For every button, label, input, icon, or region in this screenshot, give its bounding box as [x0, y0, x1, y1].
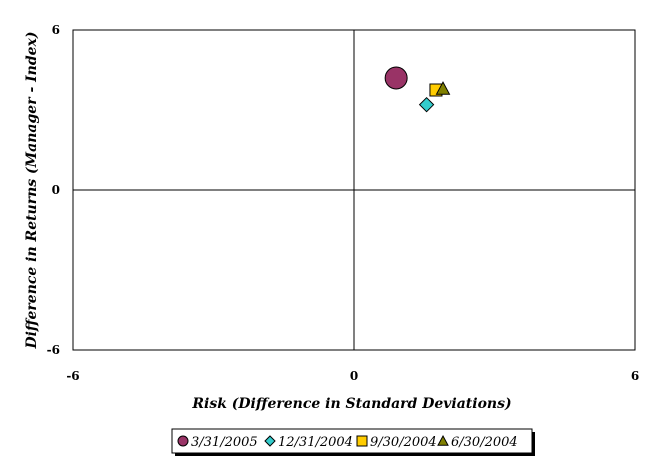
data-point-diamond [418, 96, 435, 113]
legend-marker-circle [177, 435, 189, 447]
x-tick-label-left: -6 [66, 369, 79, 383]
legend-label: 12/31/2004 [278, 435, 353, 450]
data-point-triangle [435, 81, 451, 95]
y-tick-label-top: 6 [52, 23, 60, 37]
legend-marker-diamond [264, 435, 276, 447]
legend: 3/31/2005 12/31/2004 9/30/2004 6/30/2004 [171, 428, 535, 456]
legend-label: 9/30/2004 [370, 435, 437, 450]
data-points [384, 66, 451, 113]
x-axis-label: Risk (Difference in Standard Deviations) [191, 396, 511, 412]
y-tick-label-zero: 0 [52, 183, 60, 197]
y-axis-label: Difference in Returns (Manager - Index) [24, 31, 40, 349]
legend-label: 3/31/2005 [191, 435, 258, 450]
legend-box [171, 428, 533, 454]
legend-marker-triangle [437, 434, 449, 446]
x-tick-label-zero: 0 [350, 369, 358, 383]
legend-marker-square [356, 435, 368, 447]
y-tick-label-bottom: -6 [47, 343, 60, 357]
legend-label: 6/30/2004 [451, 435, 518, 450]
x-tick-label-right: 6 [631, 369, 639, 383]
data-point-circle [384, 66, 408, 90]
